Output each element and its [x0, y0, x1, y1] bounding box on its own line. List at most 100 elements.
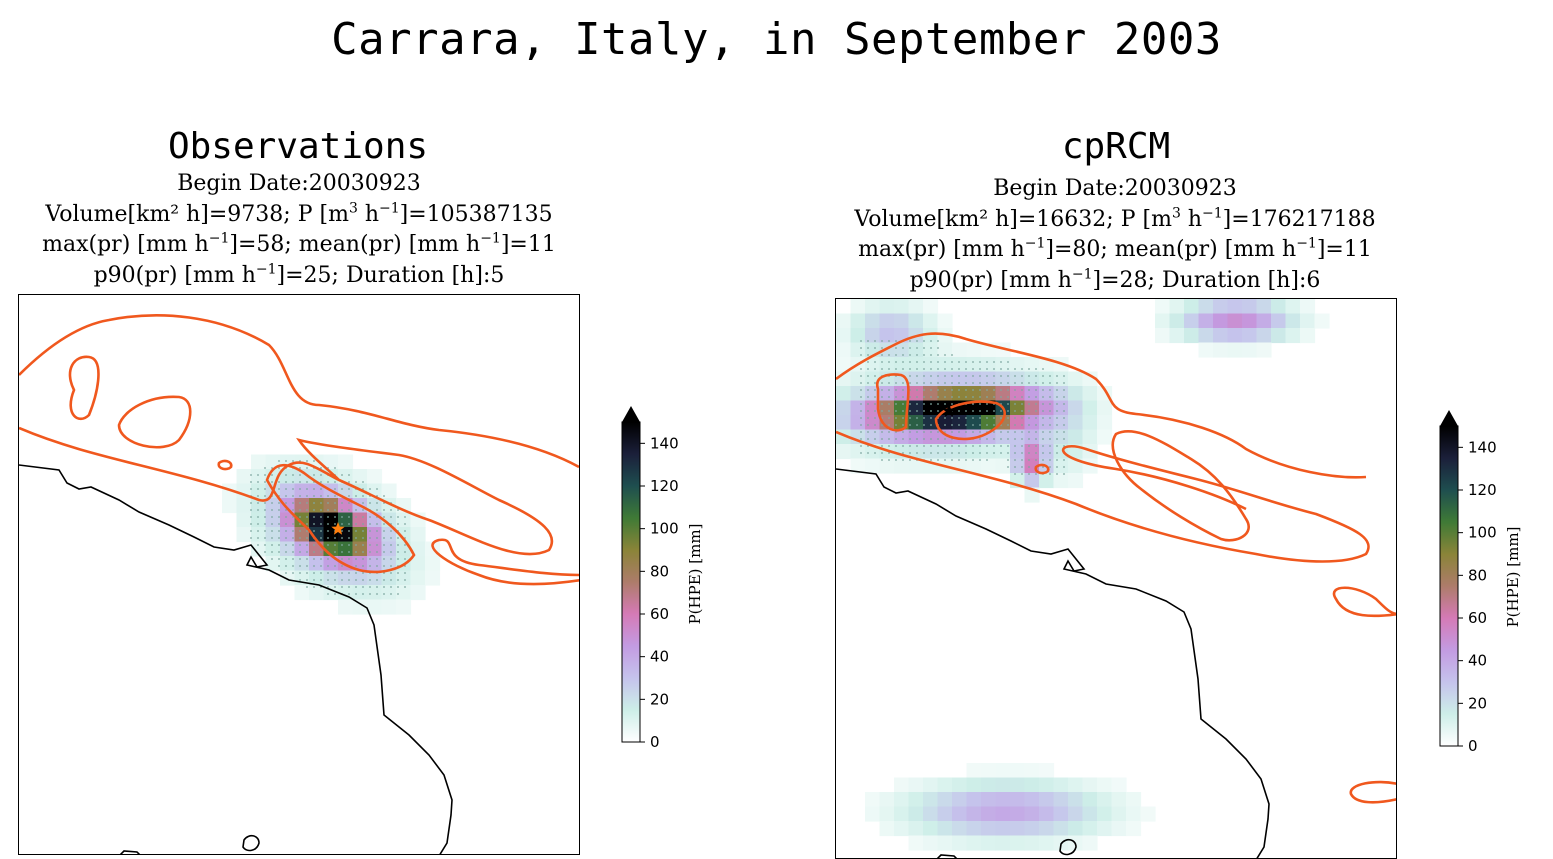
stipple-dot — [860, 396, 862, 398]
stipple-dot — [930, 452, 932, 454]
stipple-dot — [285, 460, 287, 462]
stipple-dot — [348, 495, 350, 497]
stipple-dot — [278, 460, 280, 462]
stipple-dot — [313, 460, 315, 462]
stipple-dot — [313, 565, 315, 567]
stipple-dot — [993, 431, 995, 433]
colorbar-tick-label: 0 — [1468, 737, 1478, 755]
precip-cell — [1024, 792, 1040, 808]
stipple-dot — [895, 410, 897, 412]
stipple-dot — [355, 593, 357, 595]
precip-cell — [1068, 806, 1084, 822]
precip-cell — [1169, 299, 1185, 315]
precip-cell — [367, 541, 383, 557]
precip-cell — [396, 512, 412, 528]
stipple-dot — [313, 530, 315, 532]
stipple-dot — [1042, 403, 1044, 405]
stipple-dot — [250, 516, 252, 518]
stipple-dot — [383, 551, 385, 553]
stipple-dot — [299, 579, 301, 581]
stipple-dot — [355, 579, 357, 581]
stipple-dot — [355, 523, 357, 525]
stipple-dot — [327, 593, 329, 595]
stipple-dot — [951, 452, 953, 454]
stipple-dot — [404, 586, 406, 588]
stipple-dot — [895, 445, 897, 447]
stipple-dot — [909, 410, 911, 412]
stipple-dot — [930, 438, 932, 440]
stipple-dot — [979, 410, 981, 412]
precip-cell — [1271, 299, 1287, 315]
precip-cell — [381, 556, 397, 572]
stipple-dot — [888, 361, 890, 363]
stipple-dot — [320, 523, 322, 525]
precip-cell — [908, 777, 924, 793]
precip-cell — [381, 599, 397, 615]
precip-cell — [1097, 806, 1113, 822]
precip-cell — [352, 512, 368, 528]
stipple-dot — [285, 551, 287, 553]
precip-cell — [923, 371, 939, 387]
stipple-dot — [327, 509, 329, 511]
precip-cell — [966, 415, 982, 431]
stipple-dot — [334, 495, 336, 497]
stipple-dot — [1063, 396, 1065, 398]
precip-cell — [381, 527, 397, 543]
precip-cell — [923, 821, 939, 837]
precip-cell — [952, 835, 968, 851]
stipple-dot — [397, 509, 399, 511]
stipple-dot — [958, 382, 960, 384]
stipple-dot — [299, 474, 301, 476]
stipple-dot — [965, 368, 967, 370]
stipple-dot — [278, 530, 280, 532]
map-observations — [18, 294, 580, 855]
stipple-dot — [867, 389, 869, 391]
stipple-dot — [916, 410, 918, 412]
stipple-dot — [965, 375, 967, 377]
precip-cell — [1010, 821, 1026, 837]
stipple-dot — [278, 467, 280, 469]
stipple-dot — [341, 530, 343, 532]
stipple-dot — [334, 551, 336, 553]
stipple-dot — [278, 488, 280, 490]
stipple-dot — [383, 523, 385, 525]
stipple-dot — [944, 361, 946, 363]
precip-cell — [396, 527, 412, 543]
stipple-dot — [860, 410, 862, 412]
stipple-dot — [951, 389, 953, 391]
contour-line — [431, 538, 579, 586]
stipple-dot — [327, 495, 329, 497]
precip-cell — [894, 299, 910, 315]
stipple-dot — [881, 354, 883, 356]
precip-cell — [294, 541, 310, 557]
precip-cell — [1256, 299, 1272, 315]
stipple-dot — [404, 572, 406, 574]
stipple-dot — [264, 537, 266, 539]
stipple-dot — [916, 347, 918, 349]
stipple-dot — [334, 593, 336, 595]
stipple-dot — [1000, 452, 1002, 454]
precip-cell — [265, 498, 281, 514]
stipple-dot — [860, 347, 862, 349]
stipple-dot — [250, 488, 252, 490]
precip-cell — [1010, 835, 1026, 851]
stipple-dot — [397, 516, 399, 518]
stipple-dot — [278, 551, 280, 553]
precip-cell — [1024, 821, 1040, 837]
stipple-dot — [902, 431, 904, 433]
panel-title-observations: Observations — [167, 126, 429, 167]
stipple-dot — [404, 544, 406, 546]
stipple-dot — [979, 382, 981, 384]
stipple-dot — [1000, 361, 1002, 363]
stipple-dot — [285, 530, 287, 532]
stipple-dot — [285, 544, 287, 546]
stipple-dot — [264, 523, 266, 525]
precip-cell — [908, 371, 924, 387]
precip-cell — [1039, 821, 1055, 837]
precip-cell — [1039, 792, 1055, 808]
stipple-dot — [285, 572, 287, 574]
stipple-dot — [951, 375, 953, 377]
stipple-dot — [390, 565, 392, 567]
precip-cell — [879, 429, 895, 445]
stipple-dot — [958, 368, 960, 370]
